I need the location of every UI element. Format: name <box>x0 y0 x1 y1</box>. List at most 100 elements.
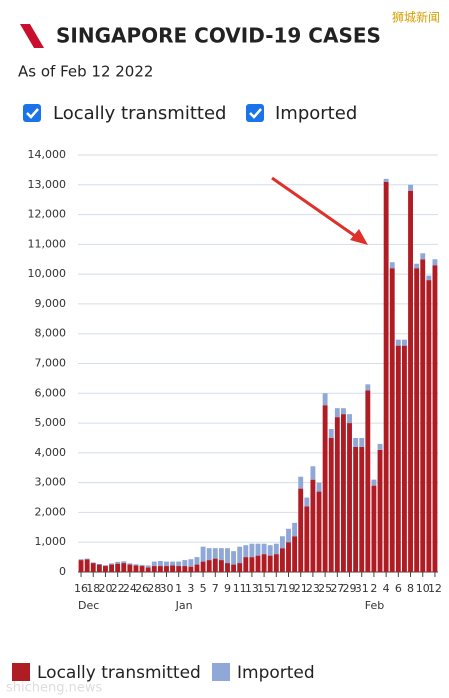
bar-segment <box>127 563 133 565</box>
bar-segment <box>200 546 206 562</box>
checkbox-label[interactable]: Imported <box>275 103 357 124</box>
bar-segment <box>188 566 194 572</box>
watermark: shicheng.news <box>6 681 103 696</box>
x-tick-label: 6 <box>395 582 402 595</box>
logo <box>20 24 44 48</box>
bar-segment <box>139 566 145 572</box>
x-tick-label: 28 <box>147 582 161 595</box>
bar-segment <box>182 566 188 572</box>
bar-segment <box>359 437 365 447</box>
bar-segment <box>408 184 413 191</box>
bar-segment <box>103 565 108 567</box>
bar-segment <box>212 548 218 559</box>
month-label: Dec <box>78 599 99 612</box>
bar-segment <box>273 543 279 555</box>
chart-subtitle: As of Feb 12 2022 <box>18 63 153 81</box>
bar-segment <box>383 181 389 573</box>
bar-segment <box>334 408 340 418</box>
bar-segment <box>109 564 114 572</box>
bar-segment <box>249 557 255 572</box>
bar-segment <box>121 561 127 564</box>
bar-segment <box>316 491 322 572</box>
x-tick-label: 1 <box>175 582 182 595</box>
bar-segment <box>103 566 108 572</box>
bar-segment <box>395 345 401 572</box>
bar-segment <box>218 548 224 561</box>
bar-segment <box>371 485 377 572</box>
bar-segment <box>96 564 102 572</box>
y-tick-label: 6,000 <box>35 386 67 399</box>
bar-segment <box>194 557 200 565</box>
legend: Locally transmitted Imported <box>12 663 315 683</box>
bar-segment <box>432 265 438 572</box>
y-tick-label: 5,000 <box>35 416 67 429</box>
bar-segment <box>261 554 267 572</box>
x-tick-label: 11 <box>233 582 247 595</box>
month-label: Feb <box>365 599 384 612</box>
bar-segment <box>176 561 182 567</box>
checkbox-label[interactable]: Locally transmitted <box>53 103 226 124</box>
bar-segment <box>225 548 230 564</box>
bar-segment <box>267 545 273 556</box>
y-tick-label: 3,000 <box>35 476 67 489</box>
checkbox-box[interactable] <box>246 104 264 122</box>
bar-segment <box>182 560 188 567</box>
x-tick-label: 29 <box>343 582 357 595</box>
bar-segment <box>157 566 163 572</box>
y-tick-label: 12,000 <box>28 208 67 221</box>
x-tick-label: 23 <box>306 582 320 595</box>
y-tick-label: 14,000 <box>28 148 67 161</box>
bar-segment <box>334 417 340 572</box>
x-tick-label: 22 <box>111 582 125 595</box>
bar-segment <box>286 542 291 572</box>
bar-segment <box>395 339 401 346</box>
bar-segment <box>243 545 249 558</box>
x-tick-label: 2 <box>370 582 377 595</box>
bar-segment <box>194 564 200 572</box>
checkbox-box[interactable] <box>23 104 41 122</box>
x-tick-label: 16 <box>74 582 88 595</box>
x-tick-label: 24 <box>123 582 137 595</box>
bar-segment <box>261 543 267 555</box>
bar-segment <box>359 446 365 572</box>
bar-segment <box>170 565 176 572</box>
bar-segment <box>218 560 224 572</box>
bar-segment <box>414 268 420 572</box>
bar-segment <box>383 178 389 182</box>
checkbox[interactable]: Locally transmitted <box>23 103 226 124</box>
bar-segment <box>90 562 96 564</box>
y-tick-label: 0 <box>59 565 66 578</box>
bar-segment <box>371 479 377 486</box>
bar-segment <box>164 561 169 567</box>
bar-segment <box>365 384 371 391</box>
bar-segment <box>389 262 395 269</box>
bar-segment <box>139 564 145 567</box>
bar-segment <box>96 563 102 565</box>
bar-segment <box>426 275 432 281</box>
bar-segment <box>267 555 273 572</box>
arrow-head <box>350 229 368 245</box>
bar-segment <box>298 488 304 572</box>
bar-segment <box>432 259 438 266</box>
watermark: 狮城新闻 <box>392 10 440 25</box>
bar-segment <box>212 558 218 572</box>
x-tick-label: 15 <box>257 582 271 595</box>
bar-segment <box>322 393 328 406</box>
bar-segment <box>292 522 298 537</box>
x-tick-label: 4 <box>383 582 390 595</box>
bar-segment <box>84 559 90 572</box>
bar-segment <box>121 563 127 572</box>
bar-segment <box>304 497 310 507</box>
y-tick-label: 8,000 <box>35 327 67 340</box>
checkbox[interactable]: Imported <box>246 103 357 124</box>
bar-segment <box>273 554 279 572</box>
bar-segment <box>365 390 371 572</box>
bar-segment <box>255 555 261 572</box>
bar-segment <box>310 466 316 480</box>
x-tick-label: 27 <box>330 582 344 595</box>
bar-segment <box>347 414 352 424</box>
bar-segment <box>109 563 114 565</box>
bar-segment <box>426 280 432 572</box>
bar-segment <box>164 566 169 572</box>
